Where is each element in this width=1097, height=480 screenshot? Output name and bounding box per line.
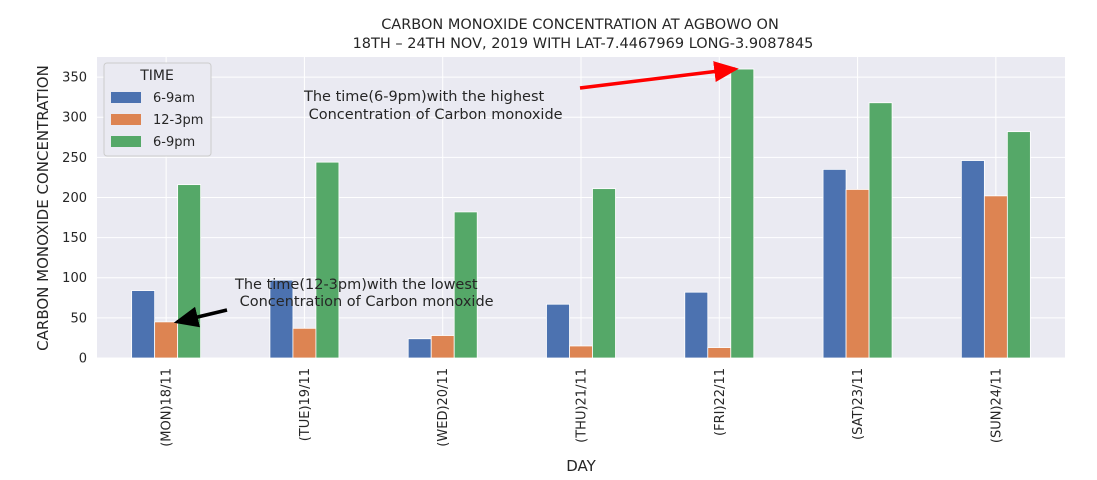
- annotation-highest-line-2: Concentration of Carbon monoxide: [304, 107, 563, 123]
- legend-swatch: [111, 136, 141, 147]
- legend-swatch: [111, 92, 141, 103]
- annotation-lowest-arrow: [173, 306, 228, 328]
- annotation-lowest-line-1: The time(12-3pm)with the lowest: [234, 277, 478, 293]
- legend-swatch: [111, 114, 141, 125]
- bar: [960, 160, 985, 359]
- y-tick-label: 0: [79, 352, 87, 367]
- x-tick-label: (MON)18/11: [160, 368, 175, 447]
- bar: [1006, 131, 1031, 359]
- chart-title-line-2: 18TH – 24TH NOV, 2019 WITH LAT-7.4467969…: [353, 36, 814, 52]
- y-tick-label: 350: [62, 71, 87, 86]
- bar: [707, 347, 732, 359]
- bar: [868, 102, 893, 359]
- bar: [407, 338, 432, 359]
- x-tick-label: (FRI)22/11: [713, 368, 728, 436]
- y-tick-label: 250: [62, 151, 87, 166]
- bar: [684, 291, 709, 359]
- x-tick-label: (SUN)24/11: [989, 368, 1004, 443]
- y-tick-label: 100: [62, 271, 87, 286]
- bar: [131, 290, 156, 359]
- x-tick-label: (SAT)23/11: [851, 368, 866, 440]
- x-tick-label: (TUE)19/11: [298, 368, 313, 441]
- y-tick-label: 50: [70, 311, 87, 326]
- bar: [569, 345, 593, 359]
- chart-title: CARBON MONOXIDE CONCENTRATION AT AGBOWO …: [353, 17, 814, 52]
- bar: [983, 195, 1008, 359]
- bar: [453, 211, 478, 359]
- y-tick-label: 300: [62, 111, 87, 126]
- chart-title-line-1: CARBON MONOXIDE CONCENTRATION AT AGBOWO …: [381, 17, 779, 33]
- legend-items: 6-9am 12-3pm 6-9pm: [111, 91, 203, 150]
- bar: [269, 279, 294, 359]
- y-axis-label: CARBON MONOXIDE CONCENTRATION: [34, 65, 52, 351]
- x-axis-ticks: (MON)18/11 (TUE)19/11 (WED)20/11 (THU)21/11…: [160, 368, 1005, 447]
- y-tick-label: 200: [62, 191, 87, 206]
- legend-label: 6-9pm: [153, 135, 195, 150]
- annotation-lowest-line-2: Concentration of Carbon monoxide: [235, 294, 494, 310]
- y-axis-ticks: 0 50 100 150 200 250 300 350: [62, 71, 87, 367]
- annotation-highest-arrow: [579, 61, 739, 90]
- x-tick-label: (THU)21/11: [575, 368, 590, 443]
- bar: [430, 335, 455, 359]
- y-tick-label: 150: [62, 231, 87, 246]
- bar: [154, 321, 179, 359]
- legend: TIME 6-9am 12-3pm 6-9pm: [103, 62, 212, 157]
- bar: [730, 68, 755, 359]
- legend-title: TIME: [139, 68, 174, 84]
- annotation-highest: The time(6-9pm)with the highest Concentr…: [303, 61, 739, 123]
- bar: [592, 188, 616, 359]
- annotation-lowest: The time(12-3pm)with the lowest Concentr…: [173, 277, 494, 328]
- bar: [822, 168, 847, 359]
- bar: [177, 184, 202, 359]
- bar: [546, 303, 570, 359]
- legend-label: 6-9am: [153, 91, 195, 106]
- bar: [845, 189, 870, 359]
- x-tick-label: (WED)20/11: [436, 368, 451, 447]
- bar: [292, 327, 317, 359]
- x-axis-label: DAY: [566, 457, 596, 475]
- legend-label: 12-3pm: [153, 113, 203, 128]
- annotation-highest-line-1: The time(6-9pm)with the highest: [303, 89, 545, 105]
- legend-box: [103, 62, 212, 157]
- bar: [315, 161, 340, 359]
